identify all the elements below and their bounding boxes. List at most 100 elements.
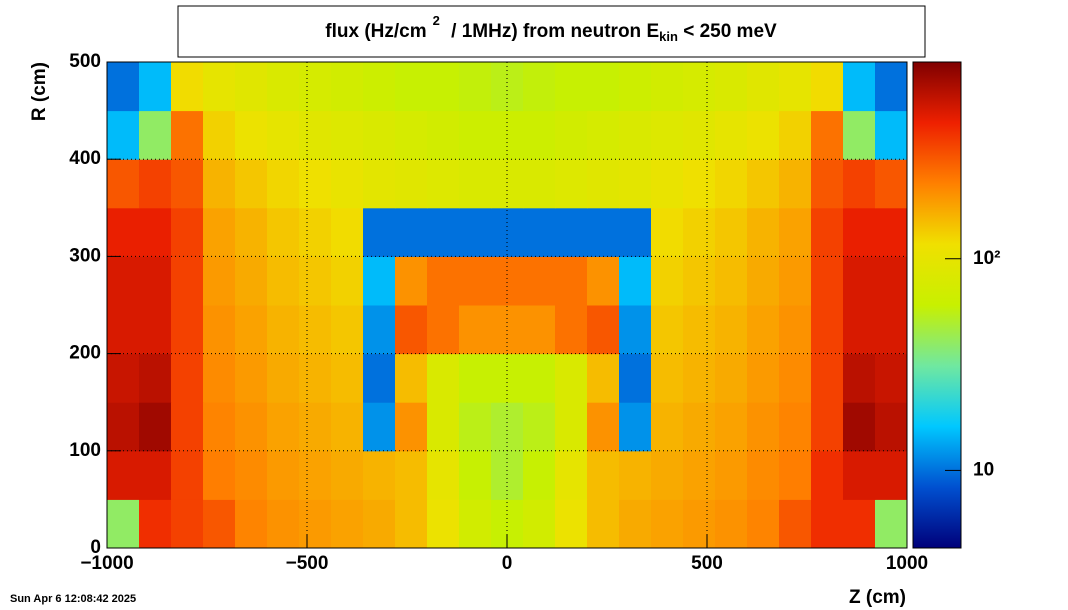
heat-cell xyxy=(651,305,684,355)
heat-cell xyxy=(747,62,780,112)
heat-cell xyxy=(683,62,716,112)
heat-cell xyxy=(139,450,172,500)
heat-cell xyxy=(299,353,332,403)
title-part: 2 xyxy=(433,13,440,28)
heat-cell xyxy=(811,256,844,306)
heat-cell xyxy=(171,62,204,112)
heat-cell xyxy=(779,353,812,403)
heat-cell xyxy=(235,499,268,549)
heat-cell xyxy=(555,305,588,355)
heat-cell xyxy=(427,499,460,549)
heat-cell xyxy=(331,305,364,355)
heat-cell xyxy=(427,62,460,112)
heat-cell xyxy=(107,353,140,403)
y-tick-label: 400 xyxy=(69,148,101,169)
heat-cell xyxy=(267,62,300,112)
heat-cell xyxy=(683,450,716,500)
heat-cell xyxy=(555,256,588,306)
heat-cell xyxy=(587,207,620,257)
heat-cell xyxy=(843,450,876,500)
heat-cell xyxy=(843,256,876,306)
heat-cell xyxy=(587,159,620,209)
heat-cell xyxy=(747,110,780,160)
heat-cell xyxy=(107,207,140,257)
heat-cell xyxy=(299,207,332,257)
heat-cell xyxy=(811,353,844,403)
heat-cell xyxy=(651,207,684,257)
heat-cell xyxy=(875,110,908,160)
heat-cell xyxy=(267,499,300,549)
heat-cell xyxy=(715,256,748,306)
heat-cell xyxy=(523,450,556,500)
heat-cell xyxy=(459,62,492,112)
heat-cell xyxy=(395,353,428,403)
heat-cell xyxy=(299,159,332,209)
heat-cell xyxy=(683,499,716,549)
heat-cell xyxy=(171,450,204,500)
heat-cell xyxy=(235,450,268,500)
heat-cell xyxy=(331,499,364,549)
heat-cell xyxy=(619,402,652,452)
heat-cell xyxy=(715,402,748,452)
heat-cell xyxy=(875,305,908,355)
title-part: / 1MHz) from neutron E xyxy=(446,21,659,42)
heat-cell xyxy=(555,402,588,452)
heat-cell xyxy=(459,305,492,355)
heat-cell xyxy=(811,159,844,209)
heat-cell xyxy=(683,353,716,403)
heat-cell xyxy=(363,353,396,403)
heat-cell xyxy=(491,207,524,257)
heat-cell xyxy=(203,110,236,160)
heat-cell xyxy=(587,256,620,306)
heat-cell xyxy=(779,450,812,500)
heat-cell xyxy=(875,256,908,306)
heat-cell xyxy=(107,110,140,160)
heat-cell xyxy=(331,402,364,452)
heat-cell xyxy=(587,305,620,355)
heat-cell xyxy=(491,159,524,209)
heat-cell xyxy=(171,402,204,452)
heat-cell xyxy=(427,353,460,403)
heat-cell xyxy=(811,207,844,257)
heat-cell xyxy=(811,402,844,452)
heat-cell xyxy=(107,305,140,355)
heat-cell xyxy=(299,110,332,160)
heat-cell xyxy=(235,62,268,112)
heat-cell xyxy=(683,305,716,355)
heat-cell xyxy=(587,353,620,403)
heat-cell xyxy=(267,305,300,355)
heat-cell xyxy=(651,402,684,452)
heat-cell xyxy=(139,305,172,355)
heat-cell xyxy=(171,305,204,355)
x-tick-label: 0 xyxy=(502,553,513,574)
heat-cell xyxy=(171,159,204,209)
heat-cell xyxy=(875,402,908,452)
heat-cell xyxy=(427,256,460,306)
heat-cell xyxy=(843,207,876,257)
heat-cell xyxy=(715,305,748,355)
heat-cell xyxy=(747,207,780,257)
heat-cell xyxy=(171,110,204,160)
heat-cell xyxy=(651,499,684,549)
heat-cell xyxy=(267,159,300,209)
heat-cell xyxy=(587,499,620,549)
y-tick-label: 300 xyxy=(69,245,101,266)
x-tick-label: 1000 xyxy=(886,553,928,574)
heat-cell xyxy=(139,499,172,549)
heat-cell xyxy=(267,207,300,257)
heat-cell xyxy=(523,207,556,257)
heat-cell xyxy=(555,207,588,257)
heat-cell xyxy=(203,159,236,209)
heat-cell xyxy=(171,353,204,403)
heat-cell xyxy=(203,62,236,112)
heat-cell xyxy=(555,110,588,160)
heat-cell xyxy=(523,110,556,160)
heat-cell xyxy=(427,110,460,160)
heat-cell xyxy=(555,450,588,500)
heat-cell xyxy=(715,499,748,549)
y-axis-title: R (cm) xyxy=(29,62,50,121)
heat-cell xyxy=(875,353,908,403)
heat-cell xyxy=(491,305,524,355)
heat-cell xyxy=(843,110,876,160)
